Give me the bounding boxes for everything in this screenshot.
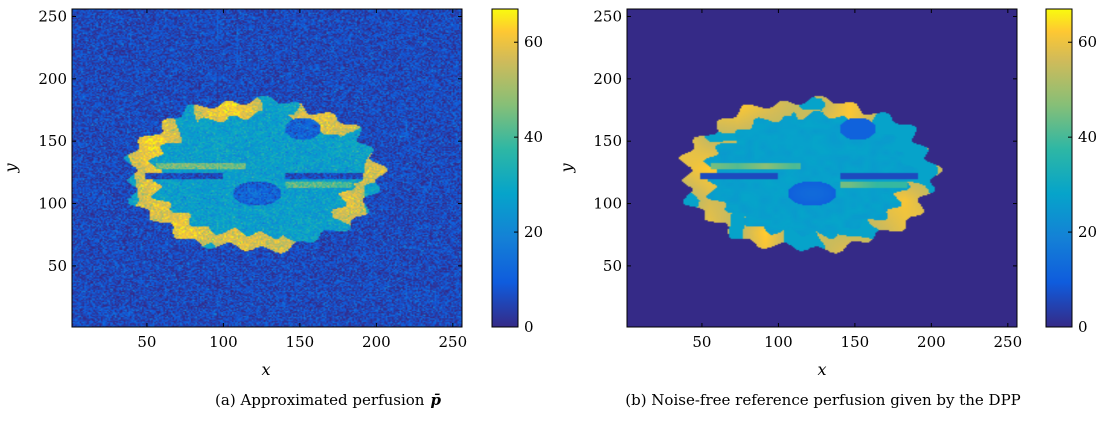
- colorbar-ticks-a: 0 20 40 60: [514, 33, 543, 336]
- y-tick-label: 200: [593, 70, 622, 88]
- colorbar-tick-label: 0: [524, 318, 534, 336]
- y-axis-label-b: y: [557, 163, 576, 174]
- y-tick-label: 150: [593, 132, 622, 150]
- y-tick-label: 200: [38, 70, 67, 88]
- x-tick-label: 200: [917, 333, 946, 351]
- colorbar-a: [491, 8, 519, 328]
- y-tick-label: 100: [38, 195, 67, 213]
- x-tick-label: 250: [994, 333, 1023, 351]
- x-tick-label: 100: [209, 333, 238, 351]
- colorbar-tick-label: 0: [1078, 318, 1088, 336]
- heatmap-image-b: [627, 9, 1017, 327]
- colorbar-b: [1045, 8, 1073, 328]
- panel-a: 50 100 150 200 250 50 100 150 200 250 x y 0 20 40 60…: [1, 7, 543, 409]
- x-tick-label: 100: [764, 333, 793, 351]
- x-tick-label: 150: [286, 333, 315, 351]
- x-tick-label: 200: [362, 333, 391, 351]
- y-tick-label: 250: [38, 7, 67, 25]
- y-axis-label-a: y: [1, 163, 20, 174]
- plot-frame-a: [71, 8, 463, 328]
- colorbar-tick-label: 40: [524, 128, 543, 146]
- x-tick-label: 50: [137, 333, 156, 351]
- axis-ticks-b: 50 100 150 200 250 50 100 150 200 250: [593, 7, 1022, 351]
- caption-text-a: (a) Approximated perfusion: [215, 391, 425, 409]
- y-tick-label: 100: [593, 195, 622, 213]
- y-tick-label: 250: [593, 7, 622, 25]
- y-tick-label: 50: [603, 257, 622, 275]
- x-tick-label: 250: [439, 333, 468, 351]
- y-tick-label: 50: [48, 257, 67, 275]
- colorbar-tick-label: 20: [524, 223, 543, 241]
- caption-b: (b) Noise-free reference perfusion given…: [625, 391, 1021, 409]
- x-axis-label-b: x: [817, 360, 826, 379]
- x-axis-label-a: x: [261, 360, 270, 379]
- caption-symbol-a: p̄: [430, 391, 441, 409]
- axis-ticks-a: 50 100 150 200 250 50 100 150 200 250: [38, 7, 467, 351]
- heatmap-image-a: [72, 9, 462, 327]
- plot-frame-b: [626, 8, 1018, 328]
- colorbar-tick-label: 60: [524, 33, 543, 51]
- caption-a: (a) Approximated perfusion p̄: [215, 391, 441, 409]
- colorbar-ticks-b: 0 20 40 60: [1068, 33, 1097, 336]
- colorbar-tick-label: 60: [1078, 33, 1097, 51]
- x-tick-label: 50: [692, 333, 711, 351]
- panel-b: 50 100 150 200 250 50 100 150 200 250 x y 0 20 40 60…: [557, 7, 1097, 409]
- colorbar-tick-label: 20: [1078, 223, 1097, 241]
- x-tick-label: 150: [841, 333, 870, 351]
- caption-text-b: (b) Noise-free reference perfusion given…: [625, 391, 1021, 409]
- colorbar-tick-label: 40: [1078, 128, 1097, 146]
- y-tick-label: 150: [38, 132, 67, 150]
